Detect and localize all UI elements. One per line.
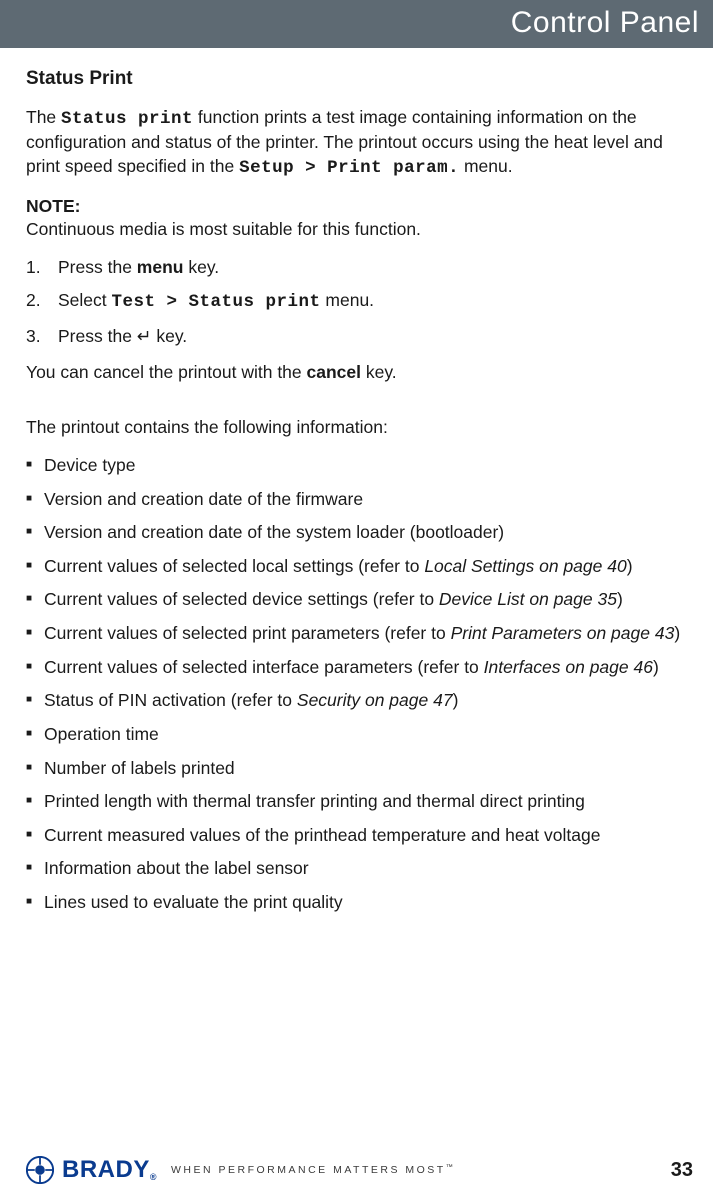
bullet-list: Device type Version and creation date of… [26, 454, 693, 915]
note-text: Continuous media is most suitable for th… [26, 218, 623, 242]
bullet-pre: Status of PIN activation (refer to [44, 690, 297, 710]
step-mono: Test > Status print [112, 292, 321, 312]
bullet-ref: Print Parameters on page 43 [451, 623, 675, 643]
bullet-post: ) [627, 556, 633, 576]
bullet-ref: Security on page 47 [297, 690, 453, 710]
bullet-post: ) [453, 690, 459, 710]
bullet-text: Current measured values of the printhead… [44, 825, 600, 845]
step-pre: Press the [58, 326, 137, 346]
after-steps-2: key. [361, 362, 397, 382]
brand-reg-icon: ® [150, 1172, 157, 1182]
bullet-ref: Interfaces on page 46 [484, 657, 653, 677]
bullet-text: Operation time [44, 724, 159, 744]
bullet-text: Device type [44, 455, 135, 475]
list-item: Information about the label sensor [26, 857, 693, 881]
bullet-pre: Current values of selected local setting… [44, 556, 424, 576]
list-item: Current values of selected interface par… [26, 656, 693, 680]
step-item: 1. Press the menu key. [26, 256, 693, 280]
list-item: Device type [26, 454, 693, 478]
trademark-icon: ™ [446, 1164, 453, 1171]
bullet-text: Number of labels printed [44, 758, 235, 778]
header-band: Control Panel [0, 0, 713, 48]
note-label: NOTE: [26, 195, 92, 219]
bullet-text: Version and creation date of the system … [44, 522, 504, 542]
brand-block: BRADY® WHEN PERFORMANCE MATTERS MOST™ [26, 1156, 453, 1184]
bullet-text: Printed length with thermal transfer pri… [44, 791, 585, 811]
step-number: 3. [26, 325, 41, 349]
brand-text: BRADY [62, 1156, 150, 1184]
list-item: Current measured values of the printhead… [26, 824, 693, 848]
spacer [26, 398, 693, 416]
bullet-pre: Current values of selected interface par… [44, 657, 484, 677]
section-heading: Status Print [26, 66, 693, 92]
content-area: Status Print The Status print function p… [0, 48, 713, 915]
enter-key-icon: ↵ [137, 326, 152, 346]
step-post: key. [151, 326, 187, 346]
list-item: Status of PIN activation (refer to Secur… [26, 689, 693, 713]
bullet-ref: Device List on page 35 [439, 589, 617, 609]
list-item: Current values of selected local setting… [26, 555, 693, 579]
step-bold: menu [137, 257, 184, 277]
after-steps-bold: cancel [307, 362, 361, 382]
note-row: NOTE: Continuous media is most suitable … [26, 195, 693, 242]
list-item: Version and creation date of the firmwar… [26, 488, 693, 512]
bullet-post: ) [653, 657, 659, 677]
step-item: 2. Select Test > Status print menu. [26, 289, 693, 315]
tagline-text: WHEN PERFORMANCE MATTERS MOST [171, 1164, 446, 1176]
intro-text-1: The [26, 107, 61, 127]
bullet-pre: Current values of selected print paramet… [44, 623, 451, 643]
intro-mono-2: Setup > Print param. [239, 158, 459, 178]
bullet-text: Lines used to evaluate the print quality [44, 892, 343, 912]
bullet-post: ) [674, 623, 680, 643]
brand-tagline: WHEN PERFORMANCE MATTERS MOST™ [171, 1164, 453, 1176]
intro-paragraph: The Status print function prints a test … [26, 106, 693, 181]
list-item: Lines used to evaluate the print quality [26, 891, 693, 915]
step-pre: Select [58, 290, 112, 310]
after-steps-1: You can cancel the printout with the [26, 362, 307, 382]
step-number: 1. [26, 256, 41, 280]
bullet-post: ) [617, 589, 623, 609]
steps-list: 1. Press the menu key. 2. Select Test > … [26, 256, 693, 349]
step-number: 2. [26, 289, 41, 313]
bullet-pre: Current values of selected device settin… [44, 589, 439, 609]
list-item: Printed length with thermal transfer pri… [26, 790, 693, 814]
intro-text-3: menu. [459, 156, 513, 176]
intro-mono-1: Status print [61, 109, 193, 129]
list-item: Current values of selected device settin… [26, 588, 693, 612]
page-footer: BRADY® WHEN PERFORMANCE MATTERS MOST™ 33 [26, 1156, 693, 1184]
brand-name: BRADY® [62, 1156, 157, 1184]
brady-logo-icon [26, 1156, 54, 1184]
document-page: Control Panel Status Print The Status pr… [0, 0, 713, 1202]
header-title: Control Panel [511, 6, 699, 39]
list-item: Version and creation date of the system … [26, 521, 693, 545]
bullet-text: Information about the label sensor [44, 858, 309, 878]
step-post: key. [183, 257, 219, 277]
step-post: menu. [321, 290, 375, 310]
list-intro: The printout contains the following info… [26, 416, 693, 440]
list-item: Number of labels printed [26, 757, 693, 781]
list-item: Operation time [26, 723, 693, 747]
list-item: Current values of selected print paramet… [26, 622, 693, 646]
page-number: 33 [671, 1159, 693, 1182]
bullet-text: Version and creation date of the firmwar… [44, 489, 363, 509]
step-pre: Press the [58, 257, 137, 277]
after-steps-paragraph: You can cancel the printout with the can… [26, 361, 693, 385]
bullet-ref: Local Settings on page 40 [424, 556, 626, 576]
step-item: 3. Press the ↵ key. [26, 325, 693, 349]
